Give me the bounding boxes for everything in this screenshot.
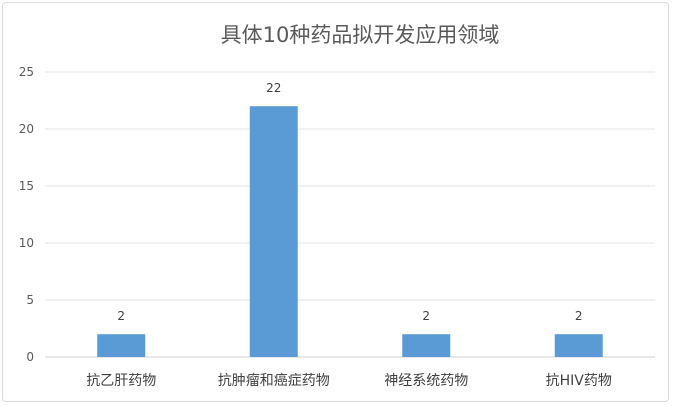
y-tick-label: 0 — [26, 350, 34, 364]
y-tick-label: 5 — [26, 293, 34, 307]
chart-frame — [2, 2, 669, 402]
bar — [97, 334, 146, 357]
x-category-label: 抗肿瘤和癌症药物 — [218, 372, 330, 389]
bar — [249, 106, 298, 357]
bar — [402, 334, 451, 357]
y-tick-label: 10 — [19, 236, 34, 250]
y-tick-label: 25 — [19, 65, 34, 79]
chart-title: 具体10种药品拟开发应用领域 — [221, 23, 500, 47]
data-label: 2 — [422, 309, 430, 323]
x-category-label: 抗HIV药物 — [546, 373, 612, 389]
bar — [554, 334, 603, 357]
x-category-label: 抗乙肝药物 — [86, 373, 156, 389]
data-label: 2 — [575, 309, 583, 323]
data-label: 2 — [117, 309, 125, 323]
data-label: 22 — [266, 81, 281, 95]
y-tick-label: 20 — [19, 122, 34, 136]
y-tick-label: 15 — [19, 179, 34, 193]
x-category-label: 神经系统药物 — [384, 373, 468, 389]
